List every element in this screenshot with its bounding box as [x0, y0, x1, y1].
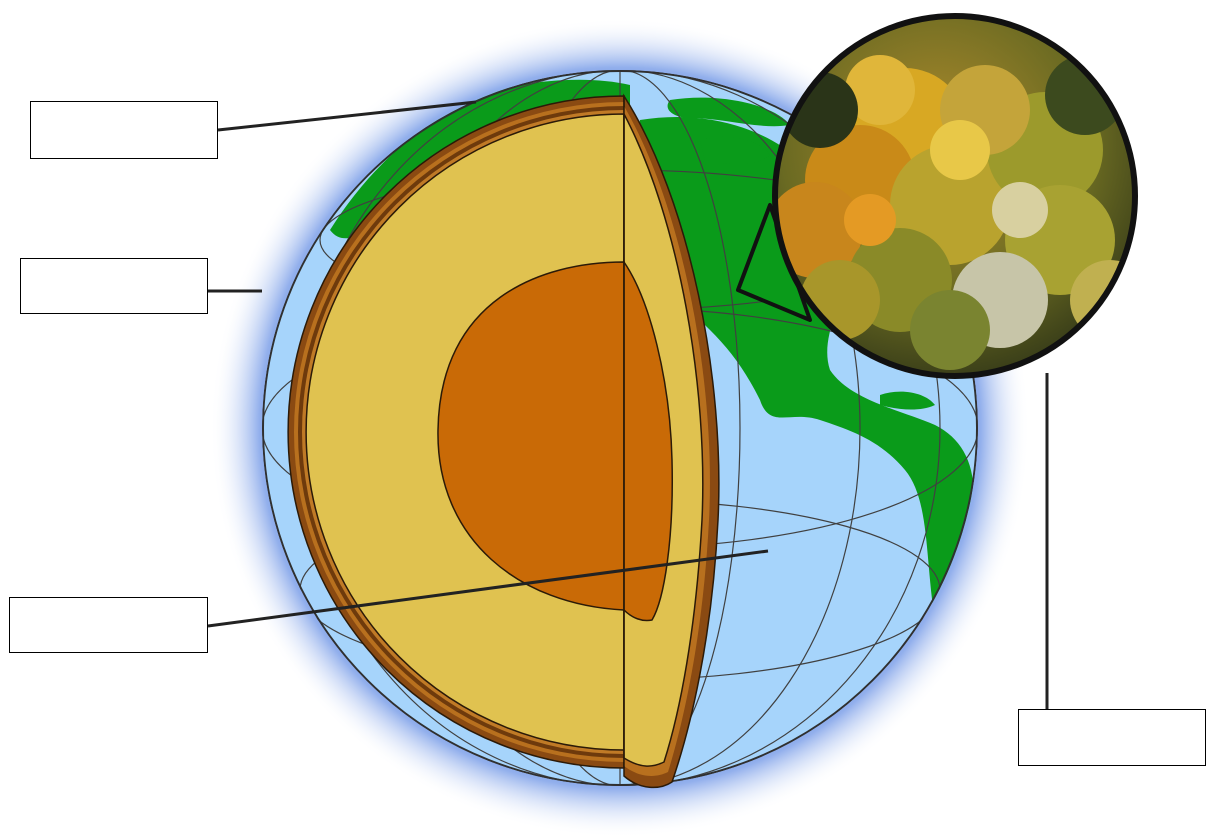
- label-box-core[interactable]: [9, 597, 208, 653]
- label-box-biosphere[interactable]: [1018, 709, 1206, 766]
- land-greenland: [700, 136, 770, 165]
- cutaway: [287, 93, 720, 789]
- leader-line-1: [217, 100, 477, 132]
- core: [437, 261, 625, 611]
- leader-lines: [207, 100, 1049, 710]
- core-wedge: [623, 259, 674, 622]
- leader-line-3: [207, 549, 769, 628]
- land-arctic: [667, 97, 790, 127]
- land-north-america: [637, 116, 974, 621]
- label-box-mantle[interactable]: [20, 258, 208, 314]
- island-caribbean: [880, 391, 935, 410]
- label-box-crust[interactable]: [30, 101, 218, 159]
- inset-photo: [772, 13, 1138, 379]
- globe-outline: [262, 70, 978, 786]
